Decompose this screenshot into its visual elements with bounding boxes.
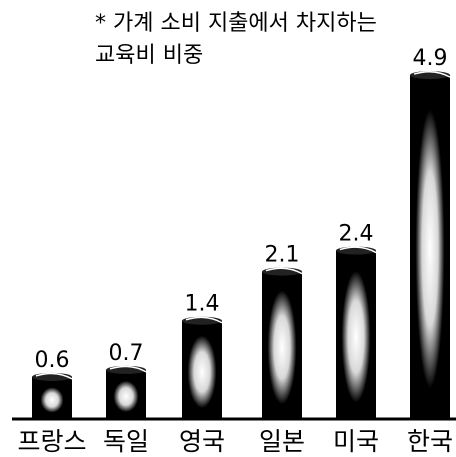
value-label: 4.9 — [413, 46, 448, 71]
bar-top-curl — [109, 365, 147, 373]
value-labels-group: 0.6 0.7 1.4 2.1 2.4 4.9 — [35, 46, 448, 373]
category-label: 일본 — [259, 427, 305, 456]
category-label: 프랑스 — [17, 427, 86, 456]
category-labels-group: 프랑스 독일 영국 일본 미국 한국 — [17, 427, 453, 456]
bars-group — [32, 70, 451, 419]
value-label: 1.4 — [185, 292, 220, 317]
category-label: 미국 — [333, 427, 379, 456]
bar-2 — [106, 365, 147, 419]
chart-note-line-1: * 가계 소비 지출에서 차지하는 — [95, 11, 377, 36]
bar-top-curl — [339, 246, 377, 254]
bar-3 — [182, 316, 223, 419]
bar-4 — [262, 267, 303, 419]
value-label: 2.4 — [339, 222, 374, 247]
bar-6 — [410, 70, 451, 419]
category-label: 한국 — [407, 427, 453, 456]
chart-note-line-2: 교육비 비중 — [95, 43, 203, 68]
category-label: 영국 — [179, 427, 225, 456]
category-label: 독일 — [103, 427, 149, 456]
bar-highlight — [113, 380, 139, 413]
bar-highlight — [341, 271, 371, 403]
value-label: 0.6 — [35, 348, 70, 373]
bar-top-curl — [265, 267, 303, 275]
bar-5 — [336, 246, 377, 419]
bar-highlight — [415, 109, 445, 389]
bar-top-curl — [413, 70, 451, 78]
bar-highlight — [267, 290, 297, 405]
bar-highlight — [187, 335, 217, 409]
bar-top-curl — [35, 372, 73, 380]
bar-top-curl — [185, 316, 223, 324]
bar-1 — [32, 372, 73, 419]
value-label: 0.7 — [109, 341, 144, 366]
bar-highlight — [40, 387, 64, 413]
value-label: 2.1 — [265, 243, 300, 268]
